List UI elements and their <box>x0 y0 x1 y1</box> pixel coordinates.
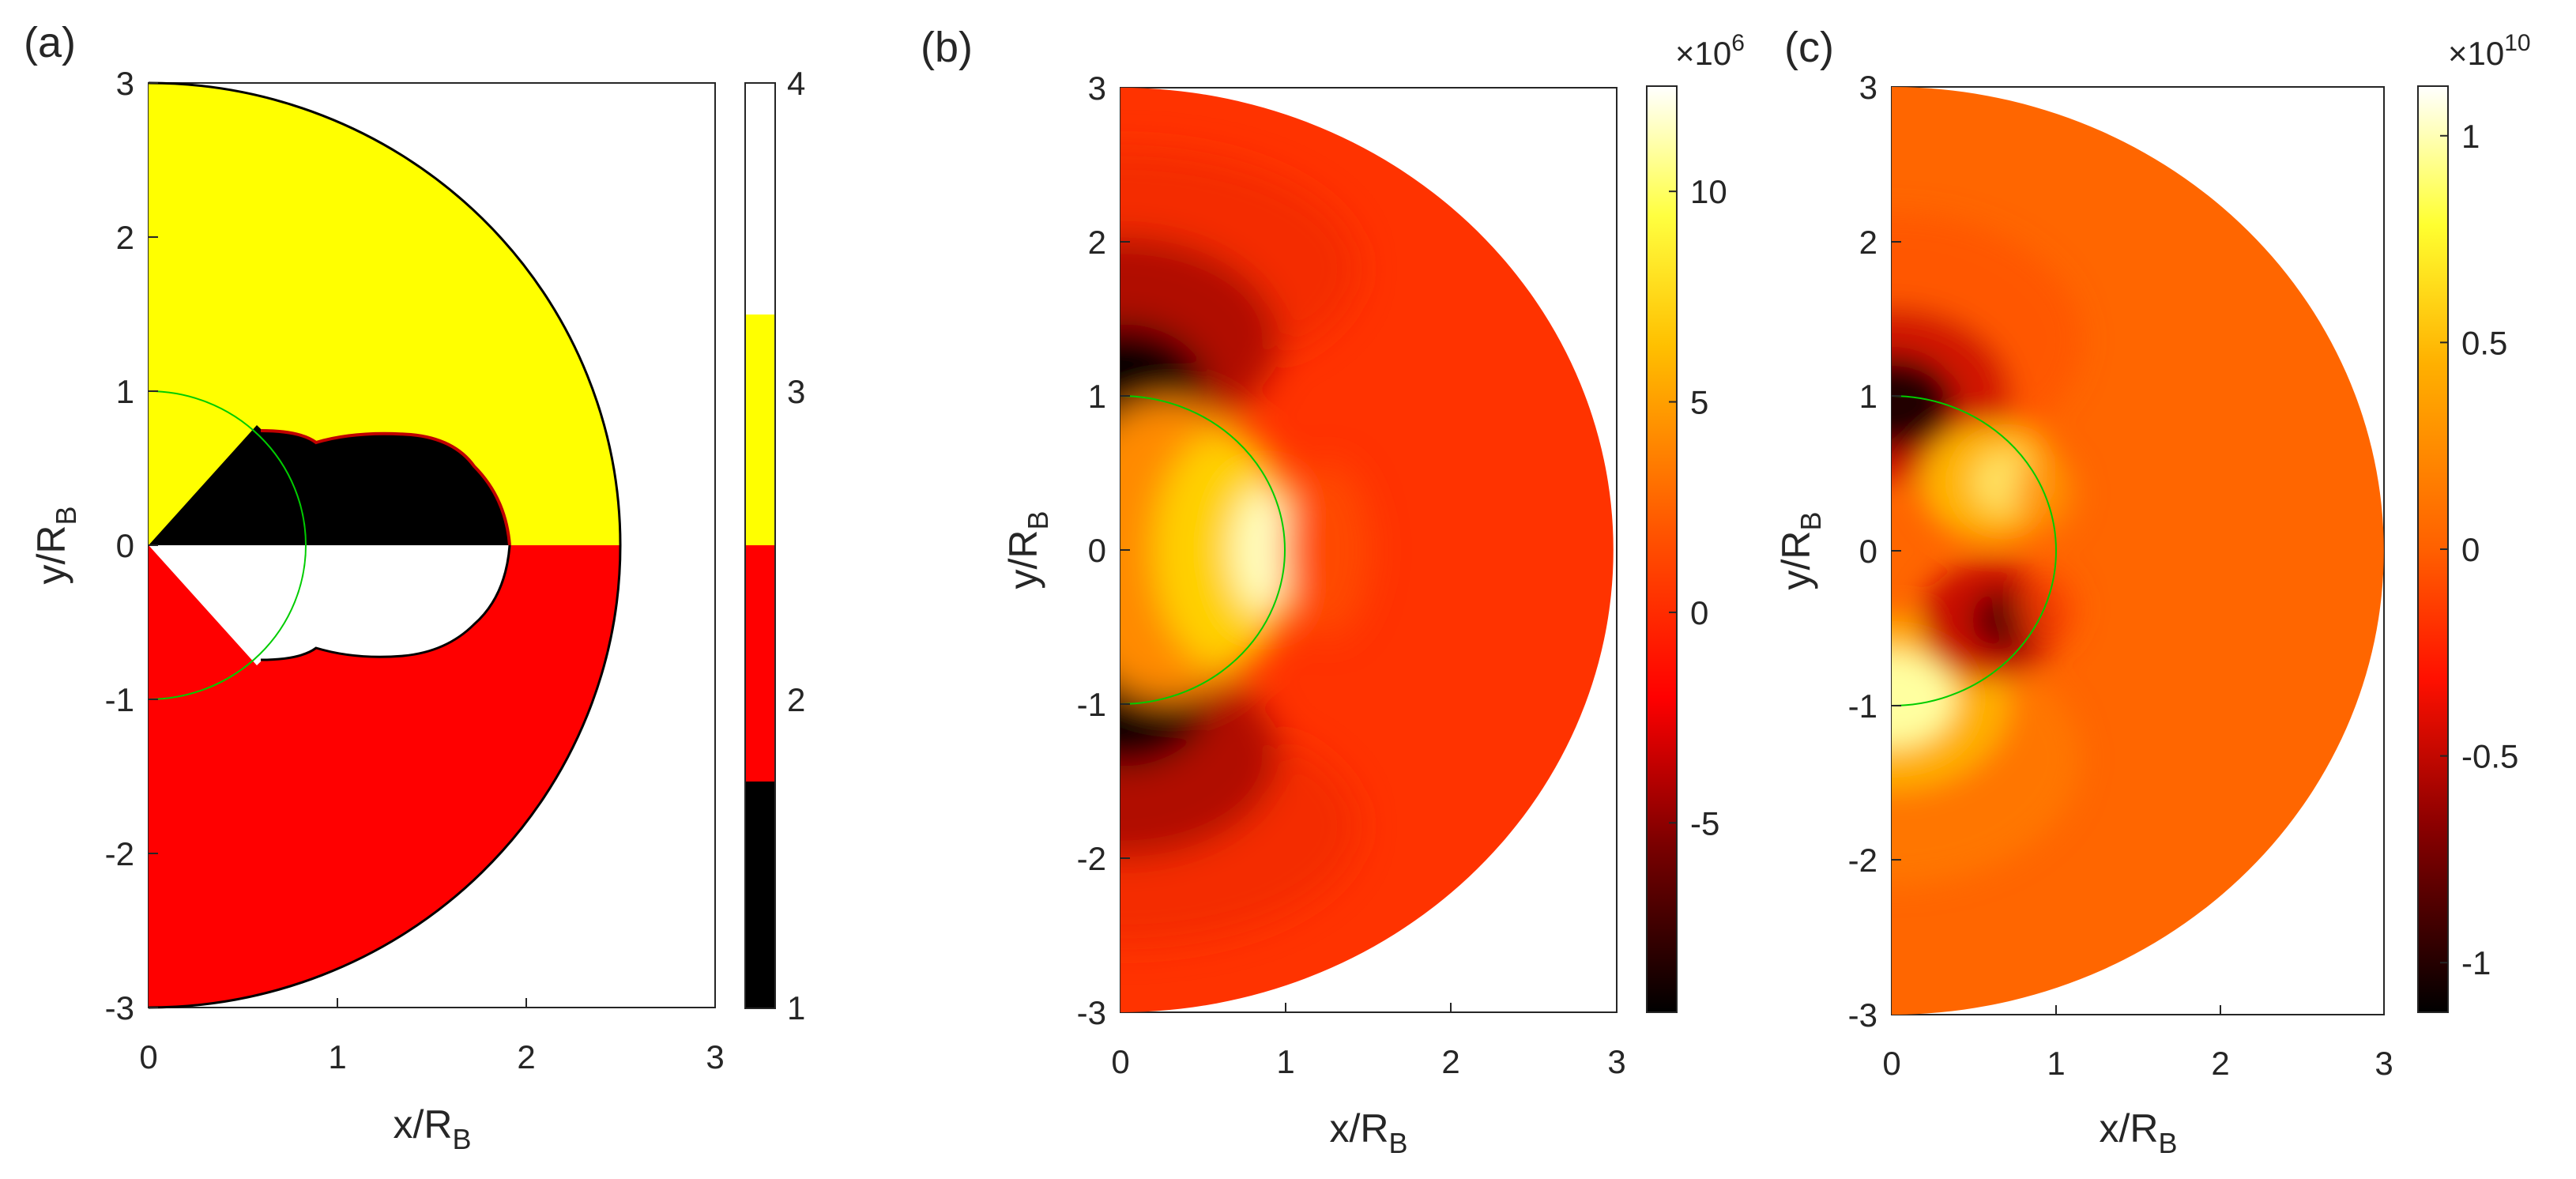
colorbar-b-gradient <box>1646 85 1678 1013</box>
panel-c-label: (c) <box>1784 24 1834 71</box>
panel-b-ytick: -1 <box>1077 686 1106 723</box>
panel-b: (b) 3 <box>921 24 1745 1159</box>
region-lobe-lower <box>261 545 510 660</box>
panel-c: (c) <box>1774 24 2531 1159</box>
panel-c-ytick: -2 <box>1848 842 1877 879</box>
panel-c-xtick: 2 <box>2211 1045 2229 1082</box>
colorbar-c-multiplier: ×1010 <box>2448 30 2531 72</box>
panel-b-ytick: -3 <box>1077 994 1106 1031</box>
colorbar-a-tick: 2 <box>787 681 805 718</box>
panel-c-xlabel: x/RB <box>2099 1106 2177 1159</box>
colorbar-a-black <box>745 782 775 1008</box>
panel-b-ytick: 1 <box>1088 378 1106 415</box>
panel-c-ytick: 0 <box>1859 533 1877 570</box>
panel-b-ytick: 0 <box>1088 532 1106 569</box>
panel-a-y-axis: 3 2 1 0 -1 -2 -3 <box>105 65 158 1026</box>
panel-b-unit-circle <box>1120 395 1286 705</box>
colorbar-a-red <box>745 545 775 782</box>
panel-c-ytick: -1 <box>1848 687 1877 725</box>
panel-c-y-axis: 3 2 1 0 -1 -2 -3 <box>1848 69 1901 1034</box>
panel-b-xtick: 3 <box>1607 1043 1625 1080</box>
panel-a-x-axis: 0 1 2 3 <box>139 998 725 1075</box>
panel-b-y-axis: 3 2 1 0 -1 -2 -3 <box>1077 70 1130 1031</box>
panel-c-unit-circle <box>1891 395 2057 706</box>
colorbar-a-tick: 4 <box>787 65 805 102</box>
panel-a-ytick: 0 <box>116 527 134 564</box>
panel-b-xtick: 1 <box>1276 1043 1294 1080</box>
panel-b-xtick: 2 <box>1441 1043 1459 1080</box>
panel-a-colorbar: 4 3 2 1 <box>744 65 805 1026</box>
colorbar-c-tick: 0 <box>2461 531 2480 568</box>
colorbar-c-tick: 1 <box>2461 118 2480 155</box>
colorbar-b-tick: 0 <box>1690 594 1708 631</box>
panel-b-label: (b) <box>921 24 973 71</box>
colorbar-b-tick: -5 <box>1690 804 1719 842</box>
panel-a-domain-rim <box>148 81 622 1009</box>
panel-a-ytick: 1 <box>116 373 134 410</box>
colorbar-a-tick: 3 <box>787 373 805 410</box>
panel-a-unit-circle <box>148 390 307 700</box>
panel-a-ytick: 2 <box>116 219 134 256</box>
panel-a-ytick: -2 <box>105 835 134 872</box>
panel-c-xtick: 1 <box>2047 1045 2065 1082</box>
panel-b-colorbar: ×106 -5 0 5 10 <box>1646 30 1745 1013</box>
panel-c-ytick: 3 <box>1859 69 1877 106</box>
colorbar-c-tick: 0.5 <box>2461 324 2507 361</box>
panel-a-ytick: 3 <box>116 65 134 102</box>
panel-a-xtick: 0 <box>139 1038 157 1075</box>
colorbar-c-tick: -0.5 <box>2461 738 2518 775</box>
panel-b-xlabel: x/RB <box>1329 1106 1407 1159</box>
panel-c-ytick: -3 <box>1848 996 1877 1034</box>
panel-a-xtick: 2 <box>517 1038 535 1075</box>
panel-b-ytick: 3 <box>1088 70 1106 107</box>
panel-b-ytick: 2 <box>1088 224 1106 261</box>
panel-c-ytick: 2 <box>1859 224 1877 261</box>
panel-a: (a) 3 2 <box>24 19 805 1155</box>
region-inner-wedge-lower <box>149 545 307 665</box>
colorbar-a-yellow <box>745 315 775 545</box>
panel-c-x-axis: 0 1 2 3 <box>1882 1005 2393 1082</box>
panel-c-xtick: 3 <box>2375 1045 2393 1082</box>
panel-b-xtick: 0 <box>1111 1043 1129 1080</box>
panel-c-ytick: 1 <box>1859 378 1877 415</box>
colorbar-c-tick: -1 <box>2461 944 2491 981</box>
panel-a-label: (a) <box>24 19 76 66</box>
panel-b-ytick: -2 <box>1077 840 1106 877</box>
colorbar-b-tick: 5 <box>1690 384 1708 421</box>
panel-c-colorbar: ×1010 -1 -0.5 0 0.5 1 <box>2417 30 2531 1013</box>
panel-b-x-axis: 0 1 2 3 <box>1111 1003 1626 1080</box>
panel-c-xtick: 0 <box>1882 1045 1900 1082</box>
panel-c-ylabel: y/RB <box>1774 511 1827 590</box>
region-lobe-upper <box>261 431 510 545</box>
panel-a-ytick: -3 <box>105 989 134 1026</box>
panel-a-xtick: 1 <box>328 1038 346 1075</box>
colorbar-b-multiplier: ×106 <box>1675 30 1745 72</box>
region-inner-wedge-upper <box>149 425 307 545</box>
panel-a-ylabel: y/RB <box>29 506 82 584</box>
colorbar-a-tick: 1 <box>787 989 805 1026</box>
panel-b-ylabel: y/RB <box>1001 510 1054 589</box>
panel-a-xtick: 3 <box>706 1038 724 1075</box>
colorbar-b-tick: 10 <box>1690 173 1727 210</box>
panel-a-xlabel: x/RB <box>393 1102 471 1155</box>
panel-a-ytick: -1 <box>105 681 134 718</box>
colorbar-a-white <box>745 83 775 315</box>
